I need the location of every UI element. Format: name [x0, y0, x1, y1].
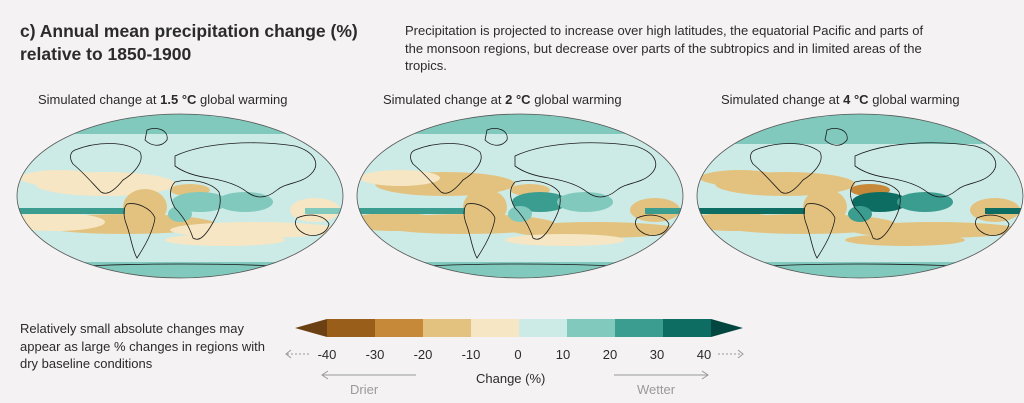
arctic-wet-band [697, 114, 1023, 134]
eurasia-outline [174, 142, 317, 198]
figure-title: c) Annual mean precipitation change (%) … [20, 20, 358, 66]
colorbar-segment [471, 319, 520, 337]
tick-label: 40 [696, 347, 712, 362]
colorbar-segment [423, 319, 472, 337]
southern-ocean-dry-band [165, 234, 285, 246]
tick-label: 0 [514, 347, 522, 362]
north-america-outline [750, 143, 822, 194]
colorbar-segment [519, 319, 568, 337]
south-indian-dry-zone [510, 222, 680, 238]
sahara-wet-zone [512, 192, 568, 212]
map-1-5c-warming [16, 113, 344, 279]
africa-outline [170, 180, 221, 240]
eurasia-outline [514, 142, 657, 198]
south-pacific-dry-zone [697, 213, 785, 231]
tick-label: -30 [365, 347, 385, 362]
greenland-outline [144, 128, 168, 146]
south-indian-dry-zone [850, 222, 1020, 238]
colorbar-segment [615, 319, 664, 337]
panel-label-4c: Simulated change at 4 °C global warming [721, 92, 960, 107]
tick-label: -10 [461, 347, 481, 362]
colorbar-title: Change (%) [476, 371, 546, 386]
west-pacific-wet-band [645, 208, 683, 214]
colorbar-segment [663, 319, 712, 337]
wetter-arrow-icon [614, 370, 709, 380]
tick-label: -20 [413, 347, 433, 362]
map-2c-warming [356, 113, 684, 279]
drier-extension-arrow-icon [285, 349, 311, 359]
africa-outline [850, 180, 901, 240]
colorbar-segment [375, 319, 424, 337]
equatorial-pacific-wet-band [357, 208, 465, 214]
map-4c-warming [696, 113, 1024, 279]
sahara-wet-zone [852, 192, 908, 212]
north-pacific-dry-zone [20, 170, 100, 186]
drier-label: Drier [350, 382, 379, 397]
south-pacific-dry-zone [357, 213, 445, 231]
west-pacific-wet-band [305, 208, 343, 214]
greenland-outline [824, 128, 848, 146]
tick-label: 20 [602, 347, 618, 362]
arctic-wet-band [17, 114, 343, 134]
title-line-1: c) Annual mean precipitation change (%) [20, 21, 358, 41]
antarctic-wet-band [17, 262, 343, 278]
southern-ocean-dry-band [845, 234, 965, 246]
colorbar-max-cap [711, 319, 743, 337]
equatorial-pacific-wet-band [697, 208, 805, 214]
southern-ocean-dry-band [505, 234, 625, 246]
south-indian-dry-zone [170, 222, 340, 238]
greenland-outline [484, 128, 508, 146]
australia-outline [975, 214, 1010, 236]
colorbar [295, 319, 743, 337]
australia-outline [635, 214, 670, 236]
subarctic-band [357, 134, 683, 144]
eurasia-outline [854, 142, 997, 198]
description-text: Precipitation is projected to increase o… [405, 23, 924, 73]
tick-label: 30 [649, 347, 665, 362]
colorbar-segment [327, 319, 376, 337]
baseline-note: Relatively small absolute changes may ap… [20, 321, 265, 371]
north-pacific-dry-zone [700, 170, 780, 186]
subarctic-band [17, 134, 343, 144]
south-america-outline [803, 203, 836, 259]
africa-outline [510, 180, 561, 240]
title-line-2: relative to 1850-1900 [20, 44, 192, 64]
equatorial-pacific-wet-band [17, 208, 125, 214]
tick-label: 10 [555, 347, 571, 362]
west-pacific-wet-band [985, 208, 1023, 214]
drier-arrow-icon [321, 370, 416, 380]
antarctic-wet-band [697, 262, 1023, 278]
sahara-wet-zone [172, 192, 228, 212]
map-border [16, 113, 344, 279]
colorbar-min-cap [295, 319, 327, 337]
map-border [356, 113, 684, 279]
subarctic-band [697, 134, 1023, 144]
wetter-label: Wetter [637, 382, 676, 397]
map-border [696, 113, 1024, 279]
north-america-outline [70, 143, 142, 194]
indian-monsoon-wet-zone [557, 192, 613, 212]
panel-label-2c: Simulated change at 2 °C global warming [383, 92, 622, 107]
north-america-outline [410, 143, 482, 194]
panel-label-1-5c: Simulated change at 1.5 °C global warmin… [38, 92, 288, 107]
australia-outline [295, 214, 330, 236]
tick-label: -40 [317, 347, 337, 362]
arctic-wet-band [357, 114, 683, 134]
colorbar-segment [567, 319, 616, 337]
north-pacific-dry-zone [360, 170, 440, 186]
south-pacific-dry-zone [17, 213, 105, 231]
indian-monsoon-wet-zone [897, 192, 953, 212]
south-america-outline [463, 203, 496, 259]
south-america-outline [123, 203, 156, 259]
indian-monsoon-wet-zone [217, 192, 273, 212]
wetter-extension-arrow-icon [718, 349, 744, 359]
antarctic-wet-band [357, 262, 683, 278]
